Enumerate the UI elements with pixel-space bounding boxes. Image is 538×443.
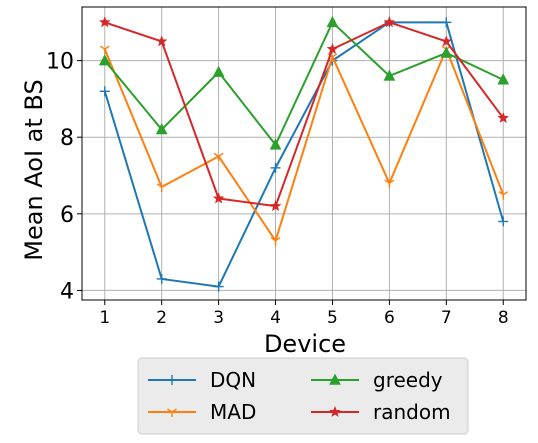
data-point-random (383, 16, 396, 28)
x-tick-label: 4 (270, 308, 281, 328)
data-point-greedy (212, 65, 225, 77)
legend-label: greedy (373, 368, 443, 392)
legend-marker (329, 373, 341, 385)
data-point-random (497, 111, 510, 124)
data-point-random (212, 192, 225, 204)
grid (82, 7, 526, 300)
plot-frame (81, 6, 527, 301)
legend-marker (167, 408, 177, 417)
data-point-mad (156, 183, 167, 193)
data-point-greedy (155, 123, 168, 135)
data-point-greedy (98, 54, 111, 66)
data-point-random (155, 35, 168, 47)
x-tick-label: 3 (213, 308, 224, 328)
data-point-greedy (383, 69, 396, 81)
x-tick-label: 6 (384, 308, 395, 328)
series-random (98, 16, 510, 212)
x-axis-label: Device (264, 330, 346, 358)
data-point-mad (384, 179, 395, 189)
data-point-mad (270, 237, 281, 246)
legend-entry-greedy: greedy (311, 368, 443, 392)
series-line-mad (103, 48, 505, 242)
y-tick-label: 10 (46, 50, 74, 75)
x-tick-label: 2 (156, 308, 167, 328)
series-greedy (98, 15, 510, 150)
series-lines (98, 15, 510, 292)
x-tick-label: 1 (99, 308, 110, 328)
series-line-dqn (103, 21, 505, 288)
y-tick-label: 4 (60, 279, 74, 304)
x-tick-label: 8 (498, 308, 509, 328)
data-point-dqn (156, 273, 167, 284)
y-tick-label: 8 (60, 126, 74, 151)
data-point-mad (99, 45, 110, 55)
legend-entry-dqn: DQN (148, 368, 256, 392)
legend-marker (167, 375, 177, 385)
legend: DQN MAD greedy random (137, 357, 469, 435)
data-point-random (269, 199, 282, 212)
x-tick-label: 5 (327, 308, 338, 328)
series-line-greedy (103, 21, 504, 146)
data-point-mad (498, 191, 509, 200)
series-mad (99, 45, 509, 246)
data-point-random (326, 42, 339, 55)
data-point-random (98, 16, 111, 28)
legend-label: DQN (210, 368, 256, 392)
y-axis-label: Mean AoI at BS (20, 79, 48, 260)
data-point-random (440, 35, 453, 47)
data-point-dqn (270, 162, 281, 173)
data-point-greedy (326, 15, 339, 28)
data-point-mad (213, 152, 224, 162)
data-point-greedy (440, 46, 453, 58)
legend-box (137, 357, 469, 435)
series-line-random (104, 21, 505, 208)
data-point-dqn (213, 281, 224, 292)
x-axis: 1 2 3 4 5 6 7 8 (99, 300, 509, 328)
data-point-dqn (99, 86, 110, 97)
data-point-greedy (269, 138, 282, 150)
legend-label: random (373, 400, 451, 424)
legend-entry-random: random (311, 400, 451, 424)
y-tick-label: 6 (60, 203, 74, 228)
data-point-dqn (441, 17, 452, 28)
legend-entry-mad: MAD (148, 400, 256, 424)
legend-label: MAD (210, 400, 256, 424)
y-axis: 4 6 8 10 (46, 50, 82, 304)
series-dqn (99, 17, 509, 292)
legend-marker (329, 405, 341, 418)
x-tick-label: 7 (441, 308, 452, 328)
data-point-dqn (498, 216, 509, 227)
data-point-greedy (497, 73, 510, 85)
